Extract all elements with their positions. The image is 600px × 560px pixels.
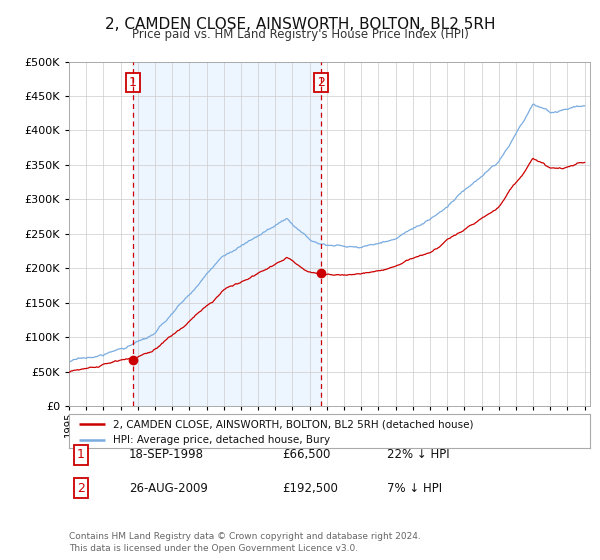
- Text: 2: 2: [317, 76, 325, 89]
- Text: 2, CAMDEN CLOSE, AINSWORTH, BOLTON, BL2 5RH (detached house): 2, CAMDEN CLOSE, AINSWORTH, BOLTON, BL2 …: [113, 419, 474, 430]
- Bar: [133, 62, 321, 406]
- Text: Contains HM Land Registry data © Crown copyright and database right 2024.
This d: Contains HM Land Registry data © Crown c…: [69, 532, 421, 553]
- Text: £192,500: £192,500: [282, 482, 338, 495]
- Text: HPI: Average price, detached house, Bury: HPI: Average price, detached house, Bury: [113, 435, 331, 445]
- Text: 2: 2: [77, 482, 85, 495]
- Text: £66,500: £66,500: [282, 448, 331, 461]
- Text: 18-SEP-1998: 18-SEP-1998: [129, 448, 204, 461]
- Text: 26-AUG-2009: 26-AUG-2009: [129, 482, 208, 495]
- Text: Price paid vs. HM Land Registry's House Price Index (HPI): Price paid vs. HM Land Registry's House …: [131, 28, 469, 41]
- Text: 7% ↓ HPI: 7% ↓ HPI: [387, 482, 442, 495]
- Text: 22% ↓ HPI: 22% ↓ HPI: [387, 448, 449, 461]
- Text: 1: 1: [77, 448, 85, 461]
- Text: 2, CAMDEN CLOSE, AINSWORTH, BOLTON, BL2 5RH: 2, CAMDEN CLOSE, AINSWORTH, BOLTON, BL2 …: [105, 17, 495, 32]
- Text: 1: 1: [129, 76, 137, 89]
